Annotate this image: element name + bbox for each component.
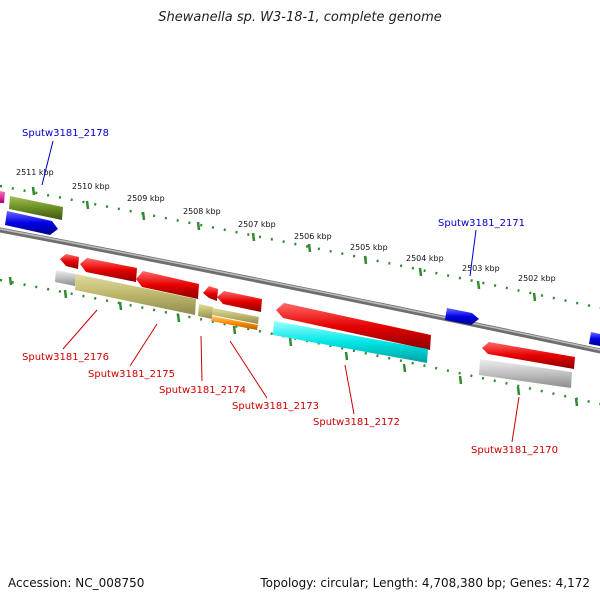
leader-lines bbox=[41, 140, 520, 443]
accession-label: Accession: NC_008750 bbox=[8, 576, 145, 590]
kbp-label: 2504 kbp bbox=[406, 254, 444, 263]
gene-label-2175[interactable]: Sputw3181_2175 bbox=[88, 369, 175, 380]
leader-line-2172 bbox=[344, 364, 355, 415]
kbp-label: 2506 kbp bbox=[294, 232, 332, 241]
gene-label-2171[interactable]: Sputw3181_2171 bbox=[438, 218, 525, 229]
leader-line-2178 bbox=[41, 140, 54, 186]
leader-line-2173 bbox=[229, 340, 268, 399]
kbp-label: 2505 kbp bbox=[350, 243, 388, 252]
lower-tick-ring bbox=[0, 278, 600, 406]
minus-strand-features bbox=[55, 254, 575, 388]
leader-line-2175 bbox=[129, 323, 158, 367]
lower-major-ticks bbox=[8, 276, 579, 407]
gene-arrow-2175[interactable] bbox=[136, 271, 199, 299]
cog-bar-olive-2178[interactable] bbox=[9, 196, 63, 220]
genome-summary: Topology: circular; Length: 4,708,380 bp… bbox=[260, 576, 590, 590]
leader-line-2176 bbox=[62, 309, 98, 350]
gene-arrow-blue-partial-right[interactable] bbox=[589, 332, 600, 346]
leader-line-2171 bbox=[469, 229, 477, 277]
gene-arrow-2174[interactable] bbox=[203, 286, 218, 301]
cog-bar-grey-2176[interactable] bbox=[55, 270, 76, 286]
kbp-label: 2510 kbp bbox=[72, 182, 110, 191]
gene-arrow-2177[interactable] bbox=[60, 254, 79, 269]
gene-label-2173[interactable]: Sputw3181_2173 bbox=[232, 401, 319, 412]
genome-backbone-highlight bbox=[0, 228, 600, 351]
map-title: Shewanella sp. W3-18-1, complete genome bbox=[158, 10, 442, 25]
plus-strand-features bbox=[0, 191, 600, 346]
upper-major-ticks bbox=[31, 186, 537, 302]
cog-bar-grey-2170[interactable] bbox=[479, 359, 572, 388]
gene-arrow-2171[interactable] bbox=[445, 308, 479, 325]
kbp-label: 2503 kbp bbox=[462, 264, 500, 273]
cog-bar-orange-2173[interactable] bbox=[211, 316, 258, 330]
gene-arrow-2172[interactable] bbox=[276, 303, 431, 350]
kbp-label: 2508 kbp bbox=[183, 207, 221, 216]
gene-label-2172[interactable]: Sputw3181_2172 bbox=[313, 417, 400, 428]
cog-bar-tan-2173[interactable] bbox=[212, 308, 259, 324]
cog-bar-tan-2174[interactable] bbox=[198, 304, 213, 319]
kbp-label: 2502 kbp bbox=[518, 274, 556, 283]
kbp-label: 2511 kbp bbox=[16, 168, 54, 177]
gene-label-2176[interactable]: Sputw3181_2176 bbox=[22, 352, 109, 363]
kbp-label: 2507 kbp bbox=[238, 220, 276, 229]
gene-label-2174[interactable]: Sputw3181_2174 bbox=[159, 385, 246, 396]
gene-arrow-2178[interactable] bbox=[5, 211, 58, 235]
gene-label-2178[interactable]: Sputw3181_2178 bbox=[22, 128, 109, 139]
cog-bar-cyan-2172[interactable] bbox=[273, 321, 428, 363]
kbp-label: 2509 kbp bbox=[127, 194, 165, 203]
gene-arrow-2173[interactable] bbox=[217, 291, 262, 312]
leader-line-2170 bbox=[511, 396, 520, 443]
gene-arrow-2176[interactable] bbox=[80, 258, 137, 282]
gene-arrow-2170[interactable] bbox=[482, 342, 575, 369]
cog-bar-khaki-2175[interactable] bbox=[75, 274, 196, 315]
upper-tick-ring bbox=[0, 184, 600, 310]
gene-magenta-partial[interactable] bbox=[0, 191, 5, 203]
leader-line-2174 bbox=[200, 335, 203, 382]
gene-label-2170[interactable]: Sputw3181_2170 bbox=[471, 445, 558, 456]
genome-backbone bbox=[0, 227, 600, 354]
